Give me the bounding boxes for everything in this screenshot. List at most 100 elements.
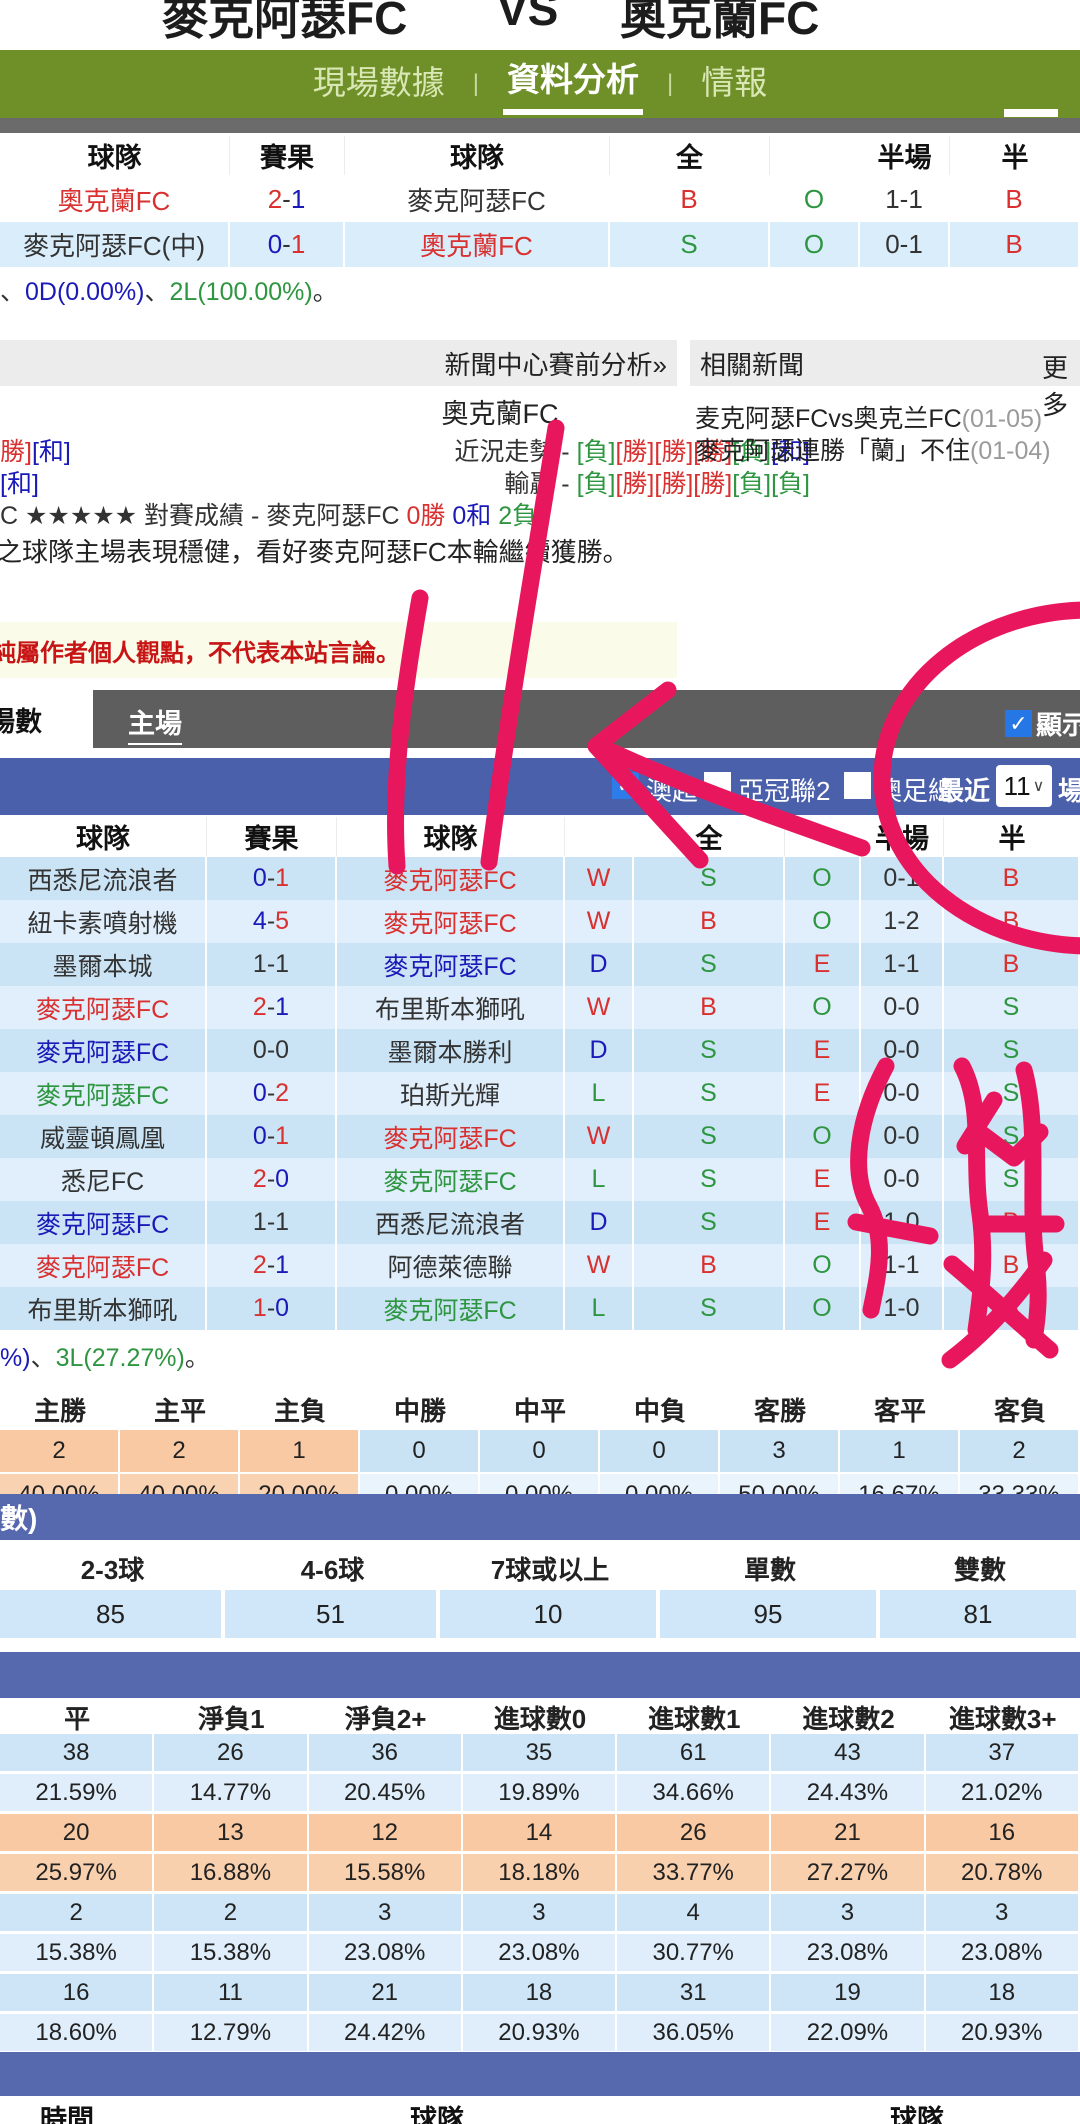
cell-fulltime-bigsmall: S (634, 1072, 785, 1115)
cell-team2[interactable]: 麥克阿瑟FC (337, 857, 565, 900)
score-home: 1 (252, 1294, 267, 1322)
cell-score: 1-1 (207, 943, 337, 986)
league3-checkbox[interactable] (844, 772, 871, 799)
cell-team1[interactable]: 麥克阿瑟FC(中) (0, 222, 230, 267)
summary-token: 、 (144, 278, 170, 306)
col-header-team: 球隊 (410, 2105, 464, 2124)
cell-result: L (565, 1072, 634, 1115)
show-note-control[interactable]: ✓ 顯示備注 (1005, 705, 1080, 742)
cell-team1[interactable]: 麥克阿瑟FC (0, 1029, 207, 1072)
tab-info[interactable]: 情報 (701, 64, 768, 101)
trend-token: [和] (0, 470, 39, 498)
more-link[interactable]: 更多 (1042, 353, 1069, 420)
score-away: 5 (275, 907, 290, 935)
dist-cell: 2 (154, 1894, 309, 1931)
cell-team2[interactable]: 西悉尼流浪者 (337, 1201, 565, 1244)
cell-team2[interactable]: 麥克阿瑟FC (337, 1158, 565, 1201)
score-away: 2 (275, 1079, 290, 1107)
recent-count-dropdown[interactable]: 11 ∨ (996, 765, 1052, 807)
cell-team1[interactable]: 威靈頓鳳凰 (0, 1115, 207, 1158)
cell-team1[interactable]: 麥克阿瑟FC (0, 1244, 207, 1287)
dist-cell: 18.60% (0, 2014, 155, 2051)
stat-header: 主勝 (33, 1395, 86, 1426)
summary-token: 、 (30, 1344, 56, 1372)
score-home: 0 (252, 864, 267, 892)
score-dash: - (266, 950, 276, 978)
cell-team1[interactable]: 奧克蘭FC (0, 177, 230, 222)
cell-half-score: 0-0 (861, 1029, 944, 1072)
dist-header: 平 (64, 1703, 91, 1734)
cell-team2[interactable]: 麥克阿瑟FC (337, 900, 565, 943)
news-item-title[interactable]: 麥克阿瑟連勝「蘭」不住 (695, 437, 971, 465)
trend-token: [負] (576, 438, 616, 466)
league2-checkbox[interactable] (704, 772, 731, 799)
dist-cell: 33.77% (617, 1854, 772, 1891)
stat-header: 客勝 (753, 1395, 806, 1426)
disclaimer-text: 純屬作者個人觀點，不代表本站言論。 (0, 639, 400, 667)
cell-team2[interactable]: 阿德萊德聯 (337, 1244, 565, 1287)
league1-checkbox[interactable]: ✓ (612, 772, 639, 799)
cell-half-bigsmall: B (944, 1287, 1080, 1330)
score-away: 1 (275, 950, 290, 978)
score-dash: - (266, 864, 276, 892)
dist-cell: 27.27% (771, 1854, 926, 1891)
cell-team1[interactable]: 麥克阿瑟FC (0, 1072, 207, 1115)
record-token: 0勝 (406, 502, 446, 530)
score-dash: - (266, 1294, 276, 1322)
cell-half-score: 1-0 (861, 1201, 944, 1244)
dist-cell: 37 (925, 1734, 1080, 1771)
cell-team2[interactable]: 麥克阿瑟FC (345, 177, 610, 222)
news-item[interactable]: 麥克阿瑟連勝「蘭」不住(01-04) (695, 431, 1051, 467)
cell-team2[interactable]: 布里斯本獅吼 (337, 986, 565, 1029)
cell-team1[interactable]: 悉尼FC (0, 1158, 207, 1201)
cell-team1[interactable]: 麥克阿瑟FC (0, 986, 207, 1029)
score-home: 2 (252, 1165, 267, 1193)
col-header-team: 球隊 (337, 816, 565, 856)
cell-team1[interactable]: 麥克阿瑟FC (0, 1201, 207, 1244)
news-item-title[interactable]: 麦克阿瑟FCvs奥克兰FC (695, 405, 962, 433)
table-row: 西悉尼流浪者 0-1 麥克阿瑟FC W S O 0-1 B (0, 857, 1080, 900)
away-team-title: 奧克蘭FC (620, 0, 820, 44)
dist-cell: 23.08% (925, 1934, 1080, 1971)
table-row: 布里斯本獅吼 1-0 麥克阿瑟FC L S O 1-0 B (0, 1287, 1080, 1330)
h2h-table: 球隊 賽果 球隊 全 半場 半 奧克蘭FC 2-1 麥克阿瑟FC B O 1-1… (0, 133, 1080, 267)
cell-team2[interactable]: 麥克阿瑟FC (337, 943, 565, 986)
cell-team1[interactable]: 墨爾本城 (0, 943, 207, 986)
dist-header: 淨負1 (198, 1703, 265, 1734)
main-header-row: 球隊 賽果 球隊 全 半場 半 (0, 815, 1080, 857)
dist-row: 25.97% 16.88% 15.58% 18.18% 33.77% 27.27% 20.7… (0, 1854, 1080, 1891)
cell-score: 2-0 (207, 1158, 337, 1201)
trend-token: [負] (576, 470, 616, 498)
cell-team2[interactable]: 麥克阿瑟FC (337, 1287, 565, 1330)
cell-half-bigsmall: S (944, 1115, 1080, 1158)
cell-team2[interactable]: 奧克蘭FC (345, 222, 610, 267)
dist-row: 18.60% 12.79% 24.42% 20.93% 36.05% 22.09% 20.9… (0, 2014, 1080, 2051)
away-winloss-trend: 輸贏 - [負][勝][勝][勝][負][負] (0, 464, 810, 500)
score-home: 1 (252, 950, 267, 978)
tab-live-data[interactable]: 現場數據 (312, 64, 445, 101)
trend-token: 勝] (0, 438, 32, 466)
dist-cell: 21 (771, 1814, 926, 1851)
cell-team1[interactable]: 布里斯本獅吼 (0, 1287, 207, 1330)
tab-data-analysis[interactable]: 資料分析 (503, 53, 643, 115)
tab-home-only[interactable]: 主場 (128, 702, 182, 745)
cell-score: 2-1 (207, 1244, 337, 1287)
cell-team1[interactable]: 紐卡素噴射機 (0, 900, 207, 943)
cell-result: L (565, 1158, 634, 1201)
tab-match-count-label: 場數 (0, 706, 42, 737)
stat-count: 0 (600, 1430, 720, 1472)
cell-team2[interactable]: 麥克阿瑟FC (337, 1115, 565, 1158)
cell-oddeven: E (785, 943, 861, 986)
news-analysis-link[interactable]: 新聞中心賽前分析» (444, 349, 667, 380)
show-note-checkbox[interactable]: ✓ (1005, 710, 1032, 737)
score-dash: - (266, 1122, 276, 1150)
tab-match-count[interactable]: 場數 (0, 690, 93, 748)
cell-team1[interactable]: 西悉尼流浪者 (0, 857, 207, 900)
cell-fulltime-bigsmall: B (610, 177, 770, 222)
score-home: 0 (252, 1036, 267, 1064)
cell-team2[interactable]: 珀斯光輝 (337, 1072, 565, 1115)
cell-team2[interactable]: 墨爾本勝利 (337, 1029, 565, 1072)
news-item[interactable]: 麦克阿瑟FCvs奥克兰FC(01-05) (695, 399, 1042, 435)
dist-cell: 12 (308, 1814, 463, 1851)
col-header-full: 全 (610, 135, 770, 175)
